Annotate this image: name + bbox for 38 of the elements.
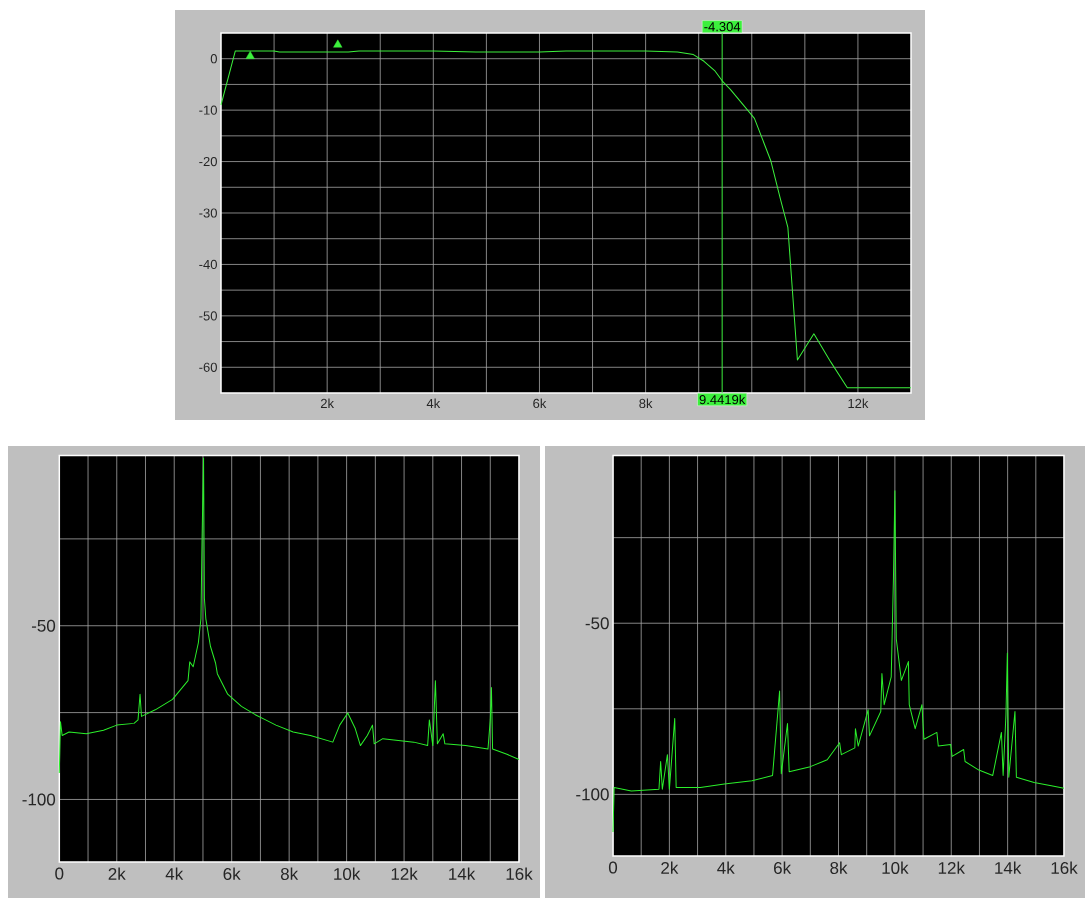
y-tick-label: -50 (31, 619, 56, 632)
y-tick-label: -100 (576, 788, 609, 801)
x-tick-label: 2k (320, 398, 335, 408)
line-series (612, 490, 1065, 833)
x-tick-label: 16k (506, 867, 533, 881)
y-tick-label: -100 (22, 793, 56, 806)
ref-line-label: 9.4419k (699, 394, 746, 405)
line-series (58, 457, 520, 774)
x-tick-label: 12k (938, 861, 965, 874)
x-tick-label: 8k (639, 398, 653, 409)
y-tick-label: -10 (199, 105, 217, 115)
y-tick-label: -50 (585, 617, 609, 630)
x-tick-label: 2k (108, 867, 126, 880)
x-tick-label: 4k (426, 398, 441, 408)
text: -4.304 (704, 22, 741, 32)
x-tick-label: 6k (533, 398, 547, 409)
y-tick-label: -50 (199, 311, 217, 321)
y-tick-label: -60 (199, 362, 217, 372)
x-tick-label: 8k (830, 861, 848, 875)
x-tick-label: 2k (661, 861, 679, 874)
x-tick-label: 6k (774, 861, 792, 875)
x-tick-label: 16k (1051, 861, 1078, 875)
y-tick-label: -40 (199, 259, 217, 270)
x-tick-label: 10k (334, 867, 361, 881)
x-tick-label: 14k (449, 867, 476, 880)
x-tick-label: 0 (55, 867, 64, 880)
y-tick-label: -20 (199, 156, 217, 167)
x-tick-label: 10k (882, 861, 909, 875)
x-tick-label: 12k (391, 867, 418, 880)
y-tick-label: -30 (199, 208, 217, 218)
x-tick-label: 8k (280, 867, 299, 881)
y-tick-label: 0 (210, 54, 217, 64)
x-tick-label: 14k (995, 861, 1022, 874)
x-tick-label: 12k (848, 398, 869, 408)
x-tick-label: 4k (717, 861, 735, 874)
x-tick-label: 0 (608, 861, 618, 874)
x-tick-label: 4k (165, 867, 184, 880)
x-tick-label: 6k (223, 867, 241, 881)
